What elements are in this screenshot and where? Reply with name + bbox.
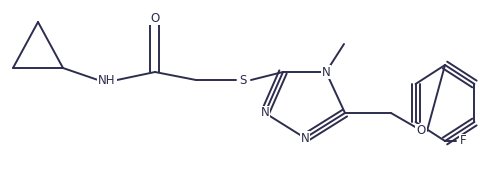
Text: NH: NH — [98, 73, 116, 87]
Text: O: O — [415, 125, 425, 137]
Text: S: S — [239, 73, 246, 87]
Text: N: N — [260, 106, 269, 120]
Text: N: N — [300, 132, 309, 144]
Text: N: N — [321, 66, 330, 78]
Text: F: F — [459, 135, 465, 148]
Text: O: O — [150, 12, 159, 24]
